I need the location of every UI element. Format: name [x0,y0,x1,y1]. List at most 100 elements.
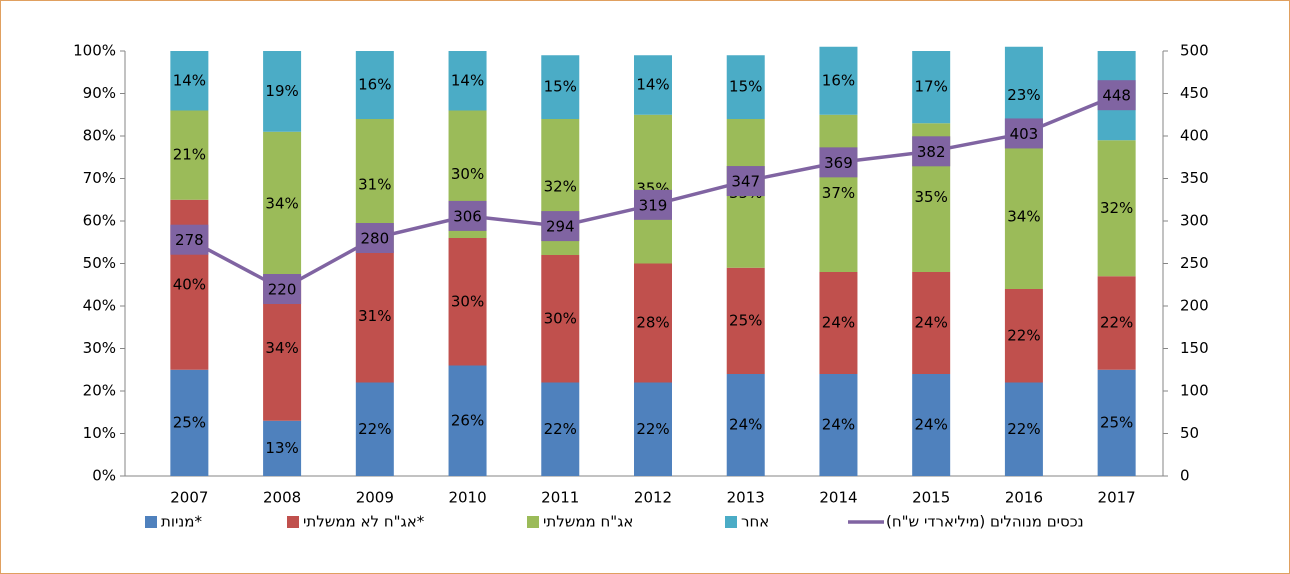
y2-tick-label: 250 [1180,254,1209,272]
y2-tick-label: 100 [1180,382,1209,400]
data-label: 16% [358,76,391,94]
x-tick-label: 2016 [1005,489,1043,507]
x-tick-label: 2017 [1098,489,1136,507]
bar-segment [448,365,487,476]
data-label: 22% [1007,326,1040,344]
bar-segment [448,51,487,111]
line-label: 306 [453,207,482,225]
data-label: 32% [1100,199,1133,217]
y-tick-label: 20% [83,382,116,400]
data-label: 30% [451,292,484,310]
data-label: 22% [544,420,577,438]
bar-segment [634,114,672,264]
y2-tick-label: 50 [1180,424,1199,442]
y2-tick-label: 450 [1180,84,1209,102]
x-tick-label: 2015 [912,489,950,507]
data-label: 34% [265,195,298,213]
x-tick-label: 2011 [541,489,579,507]
line-label: 220 [268,281,297,299]
bar-segment [263,51,302,132]
data-label: 22% [636,420,669,438]
data-label: 21% [173,146,206,164]
data-label: 15% [544,78,577,96]
y-tick-label: 50% [83,254,116,272]
bar-segment [541,382,580,476]
legend-swatch [725,516,737,528]
data-label: 16% [822,71,855,89]
bar-segment [819,114,858,272]
data-label: 24% [915,416,948,434]
bar-segment [1097,140,1136,277]
y-tick-label: 0% [92,467,116,485]
bar-segment [355,382,394,476]
data-label: 22% [1007,420,1040,438]
bar-segment [912,272,951,374]
line-marker [634,189,672,220]
bar-segment [726,267,765,374]
line-label: 448 [1102,87,1131,105]
x-tick-label: 2013 [727,489,765,507]
data-label: 34% [1007,207,1040,225]
data-label: 25% [173,413,206,431]
y2-tick-label: 300 [1180,212,1209,230]
line-marker [819,147,858,178]
bar-segment [355,250,394,383]
data-label: 14% [636,76,669,94]
data-label: 19% [265,82,298,100]
data-label: 28% [636,314,669,332]
data-label: 30% [544,309,577,327]
line-label: 403 [1010,125,1039,143]
line-marker [1097,80,1136,111]
bar-segment [1004,289,1043,383]
legend-label: אג"ח ממשלתי [543,513,633,531]
bar-segment [170,51,209,111]
x-tick-label: 2009 [356,489,394,507]
bar-segment [541,255,580,383]
data-label: 22% [1100,314,1133,332]
line-marker [448,200,487,231]
bar-segment [170,369,209,476]
bar-segment [170,110,209,200]
bar-segment [263,131,302,277]
x-tick-label: 2008 [263,489,301,507]
line-marker [726,166,765,197]
bar-segment [726,55,765,119]
line-label: 280 [360,230,389,248]
data-label: 25% [1100,413,1133,431]
data-label: 17% [915,78,948,96]
line-label: 319 [639,196,668,214]
data-label: 24% [822,314,855,332]
bar-segment [912,374,951,476]
line-marker [541,211,580,242]
x-tick-label: 2010 [448,489,486,507]
y2-tick-label: 200 [1180,297,1209,315]
line-marker [170,224,209,255]
legend-label: מניות* [161,513,203,531]
y-tick-label: 10% [83,424,116,442]
data-label: 37% [822,184,855,202]
bar-segment [819,272,858,374]
legend-swatch [527,516,539,528]
line-marker [263,274,302,304]
x-tick-label: 2014 [819,489,857,507]
y2-tick-label: 500 [1180,42,1209,60]
y2-tick-label: 0 [1180,467,1190,485]
y-tick-label: 30% [83,339,116,357]
bar-segment [819,46,858,115]
bar-segment [634,382,672,476]
data-label: 24% [822,416,855,434]
y-tick-label: 80% [83,127,116,145]
data-label: 23% [1007,86,1040,104]
line-marker [1004,118,1043,149]
data-label: 35% [915,188,948,206]
x-tick-label: 2012 [634,489,672,507]
data-label: 14% [451,71,484,89]
data-label: 40% [173,275,206,293]
bar-segment [634,55,672,115]
data-label: 24% [729,416,762,434]
legend-swatch [287,516,299,528]
y-tick-label: 90% [83,84,116,102]
data-label: 30% [451,165,484,183]
data-label: 32% [544,178,577,196]
